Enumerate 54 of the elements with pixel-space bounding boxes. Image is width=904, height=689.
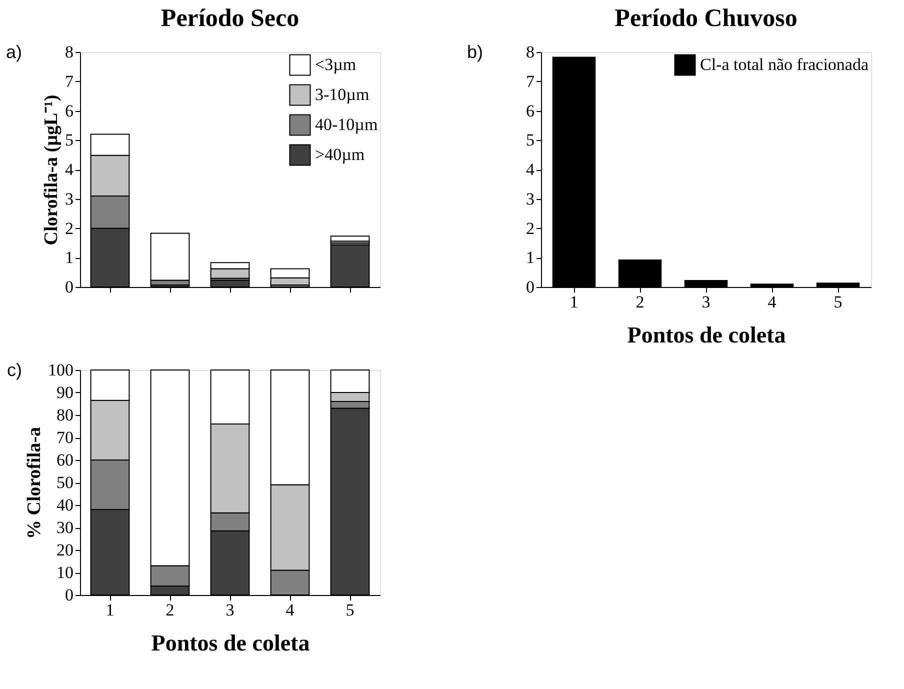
x-axis-title: Pontos de coleta — [627, 322, 786, 348]
x-tick-label: 4 — [286, 600, 295, 620]
y-tick-label: 70 — [56, 428, 74, 447]
y-tick-label: 90 — [56, 383, 74, 402]
x-tick-label: 4 — [768, 292, 777, 312]
text: a) — [6, 42, 22, 62]
legend-label: <3µm — [315, 55, 356, 74]
text: b) — [466, 42, 483, 62]
y-tick-label: 30 — [56, 518, 74, 537]
y-tick-label: 4 — [65, 160, 74, 179]
y-tick-label: 8 — [526, 42, 534, 62]
y-tick-label: 0 — [65, 586, 74, 604]
x-tick-label: 2 — [636, 292, 644, 312]
y-tick-label: 6 — [65, 101, 74, 120]
y-tick-label: 80 — [56, 406, 74, 424]
y-axis-title: % Clorofila-a — [24, 426, 45, 540]
bar — [330, 236, 370, 242]
y-tick-label: 10 — [56, 563, 74, 582]
y-tick-label: 2 — [526, 218, 534, 238]
legend-label: 3-10µm — [315, 85, 370, 104]
y-axis-title: Clorofila-a (µgL⁻¹) — [41, 94, 62, 246]
y-tick-label: 40 — [56, 496, 74, 514]
y-tick-label: 3 — [65, 189, 74, 208]
y-tick-label: 50 — [56, 473, 74, 492]
chart-title: Período Chuvoso — [614, 5, 798, 32]
x-axis-title: Pontos de coleta — [151, 630, 310, 656]
y-tick-label: 0 — [65, 278, 74, 296]
y-tick-label: 6 — [526, 101, 534, 120]
y-tick-label: 0 — [526, 278, 534, 296]
x-tick-label: 1 — [570, 292, 578, 312]
y-tick-label: 100 — [48, 360, 74, 380]
legend-label: >40µm — [315, 145, 365, 164]
y-tick-label: 5 — [65, 130, 74, 150]
y-tick-label: 3 — [526, 189, 534, 208]
y-tick-label: 8 — [65, 42, 74, 62]
chart-title: Período Seco — [160, 5, 300, 32]
legend-label: 40-10µm — [315, 115, 378, 134]
y-tick-label: 4 — [526, 160, 535, 179]
y-tick-label: 1 — [65, 248, 74, 268]
x-tick-label: 3 — [702, 292, 710, 312]
x-tick-label: 1 — [106, 600, 114, 620]
y-tick-label: 7 — [526, 72, 535, 91]
x-tick-label: 5 — [346, 600, 354, 620]
x-tick-label: 3 — [226, 600, 234, 620]
y-tick-label: 1 — [526, 248, 534, 268]
x-tick-label: 5 — [834, 292, 842, 312]
y-tick-label: 2 — [65, 218, 74, 238]
y-tick-label: 7 — [65, 72, 74, 91]
x-tick-label: 2 — [166, 600, 174, 620]
text: c) — [7, 360, 22, 380]
y-tick-label: 60 — [56, 450, 74, 470]
legend-label: Cl-a total não fracionada — [700, 55, 869, 74]
y-tick-label: 5 — [526, 130, 534, 150]
y-tick-label: 20 — [56, 540, 74, 560]
